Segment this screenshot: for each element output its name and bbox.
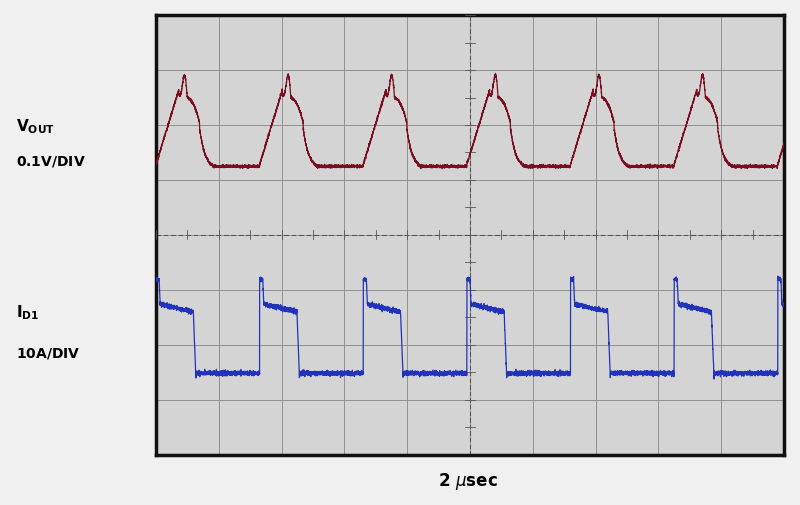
Text: $\mathbf{V_{OUT}}$: $\mathbf{V_{OUT}}$ [16,117,55,136]
Text: $\mathbf{0.1V/DIV}$: $\mathbf{0.1V/DIV}$ [16,154,86,169]
Text: $\mathbf{10A/DIV}$: $\mathbf{10A/DIV}$ [16,346,81,361]
Text: $\mathbf{I_{D1}}$: $\mathbf{I_{D1}}$ [16,304,39,323]
Text: 2 $\mu$sec: 2 $\mu$sec [438,471,498,492]
